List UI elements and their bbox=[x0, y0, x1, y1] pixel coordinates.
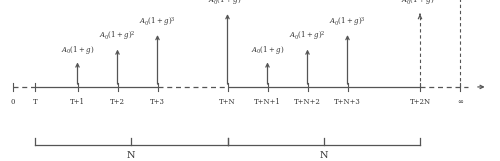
Text: N: N bbox=[320, 151, 328, 160]
Text: T+2N: T+2N bbox=[410, 98, 430, 106]
Text: $A_0(1+g)^2$: $A_0(1+g)^2$ bbox=[289, 30, 326, 43]
Text: T+N+2: T+N+2 bbox=[294, 98, 321, 106]
Text: T+N: T+N bbox=[219, 98, 236, 106]
Text: T+1: T+1 bbox=[70, 98, 85, 106]
Text: ∞: ∞ bbox=[457, 98, 463, 106]
Text: $A_0(1+g)^N$: $A_0(1+g)^N$ bbox=[208, 0, 246, 8]
Text: T+3: T+3 bbox=[150, 98, 165, 106]
Text: N: N bbox=[127, 151, 136, 160]
Text: T+N+1: T+N+1 bbox=[254, 98, 281, 106]
Text: $A_0(1+g)^N$: $A_0(1+g)^N$ bbox=[401, 0, 439, 8]
Text: $A_0(1+g)^3$: $A_0(1+g)^3$ bbox=[329, 16, 366, 29]
Text: $A_0(1+g)$: $A_0(1+g)$ bbox=[251, 44, 284, 56]
Text: T+N+3: T+N+3 bbox=[334, 98, 361, 106]
Text: $A_0(1+g)^3$: $A_0(1+g)^3$ bbox=[139, 16, 176, 29]
Text: T+2: T+2 bbox=[110, 98, 125, 106]
Text: $A_0(1+g)^2$: $A_0(1+g)^2$ bbox=[99, 30, 136, 43]
Text: $A_0(1+g)$: $A_0(1+g)$ bbox=[61, 44, 94, 56]
Text: T: T bbox=[32, 98, 38, 106]
Text: 0: 0 bbox=[10, 98, 15, 106]
